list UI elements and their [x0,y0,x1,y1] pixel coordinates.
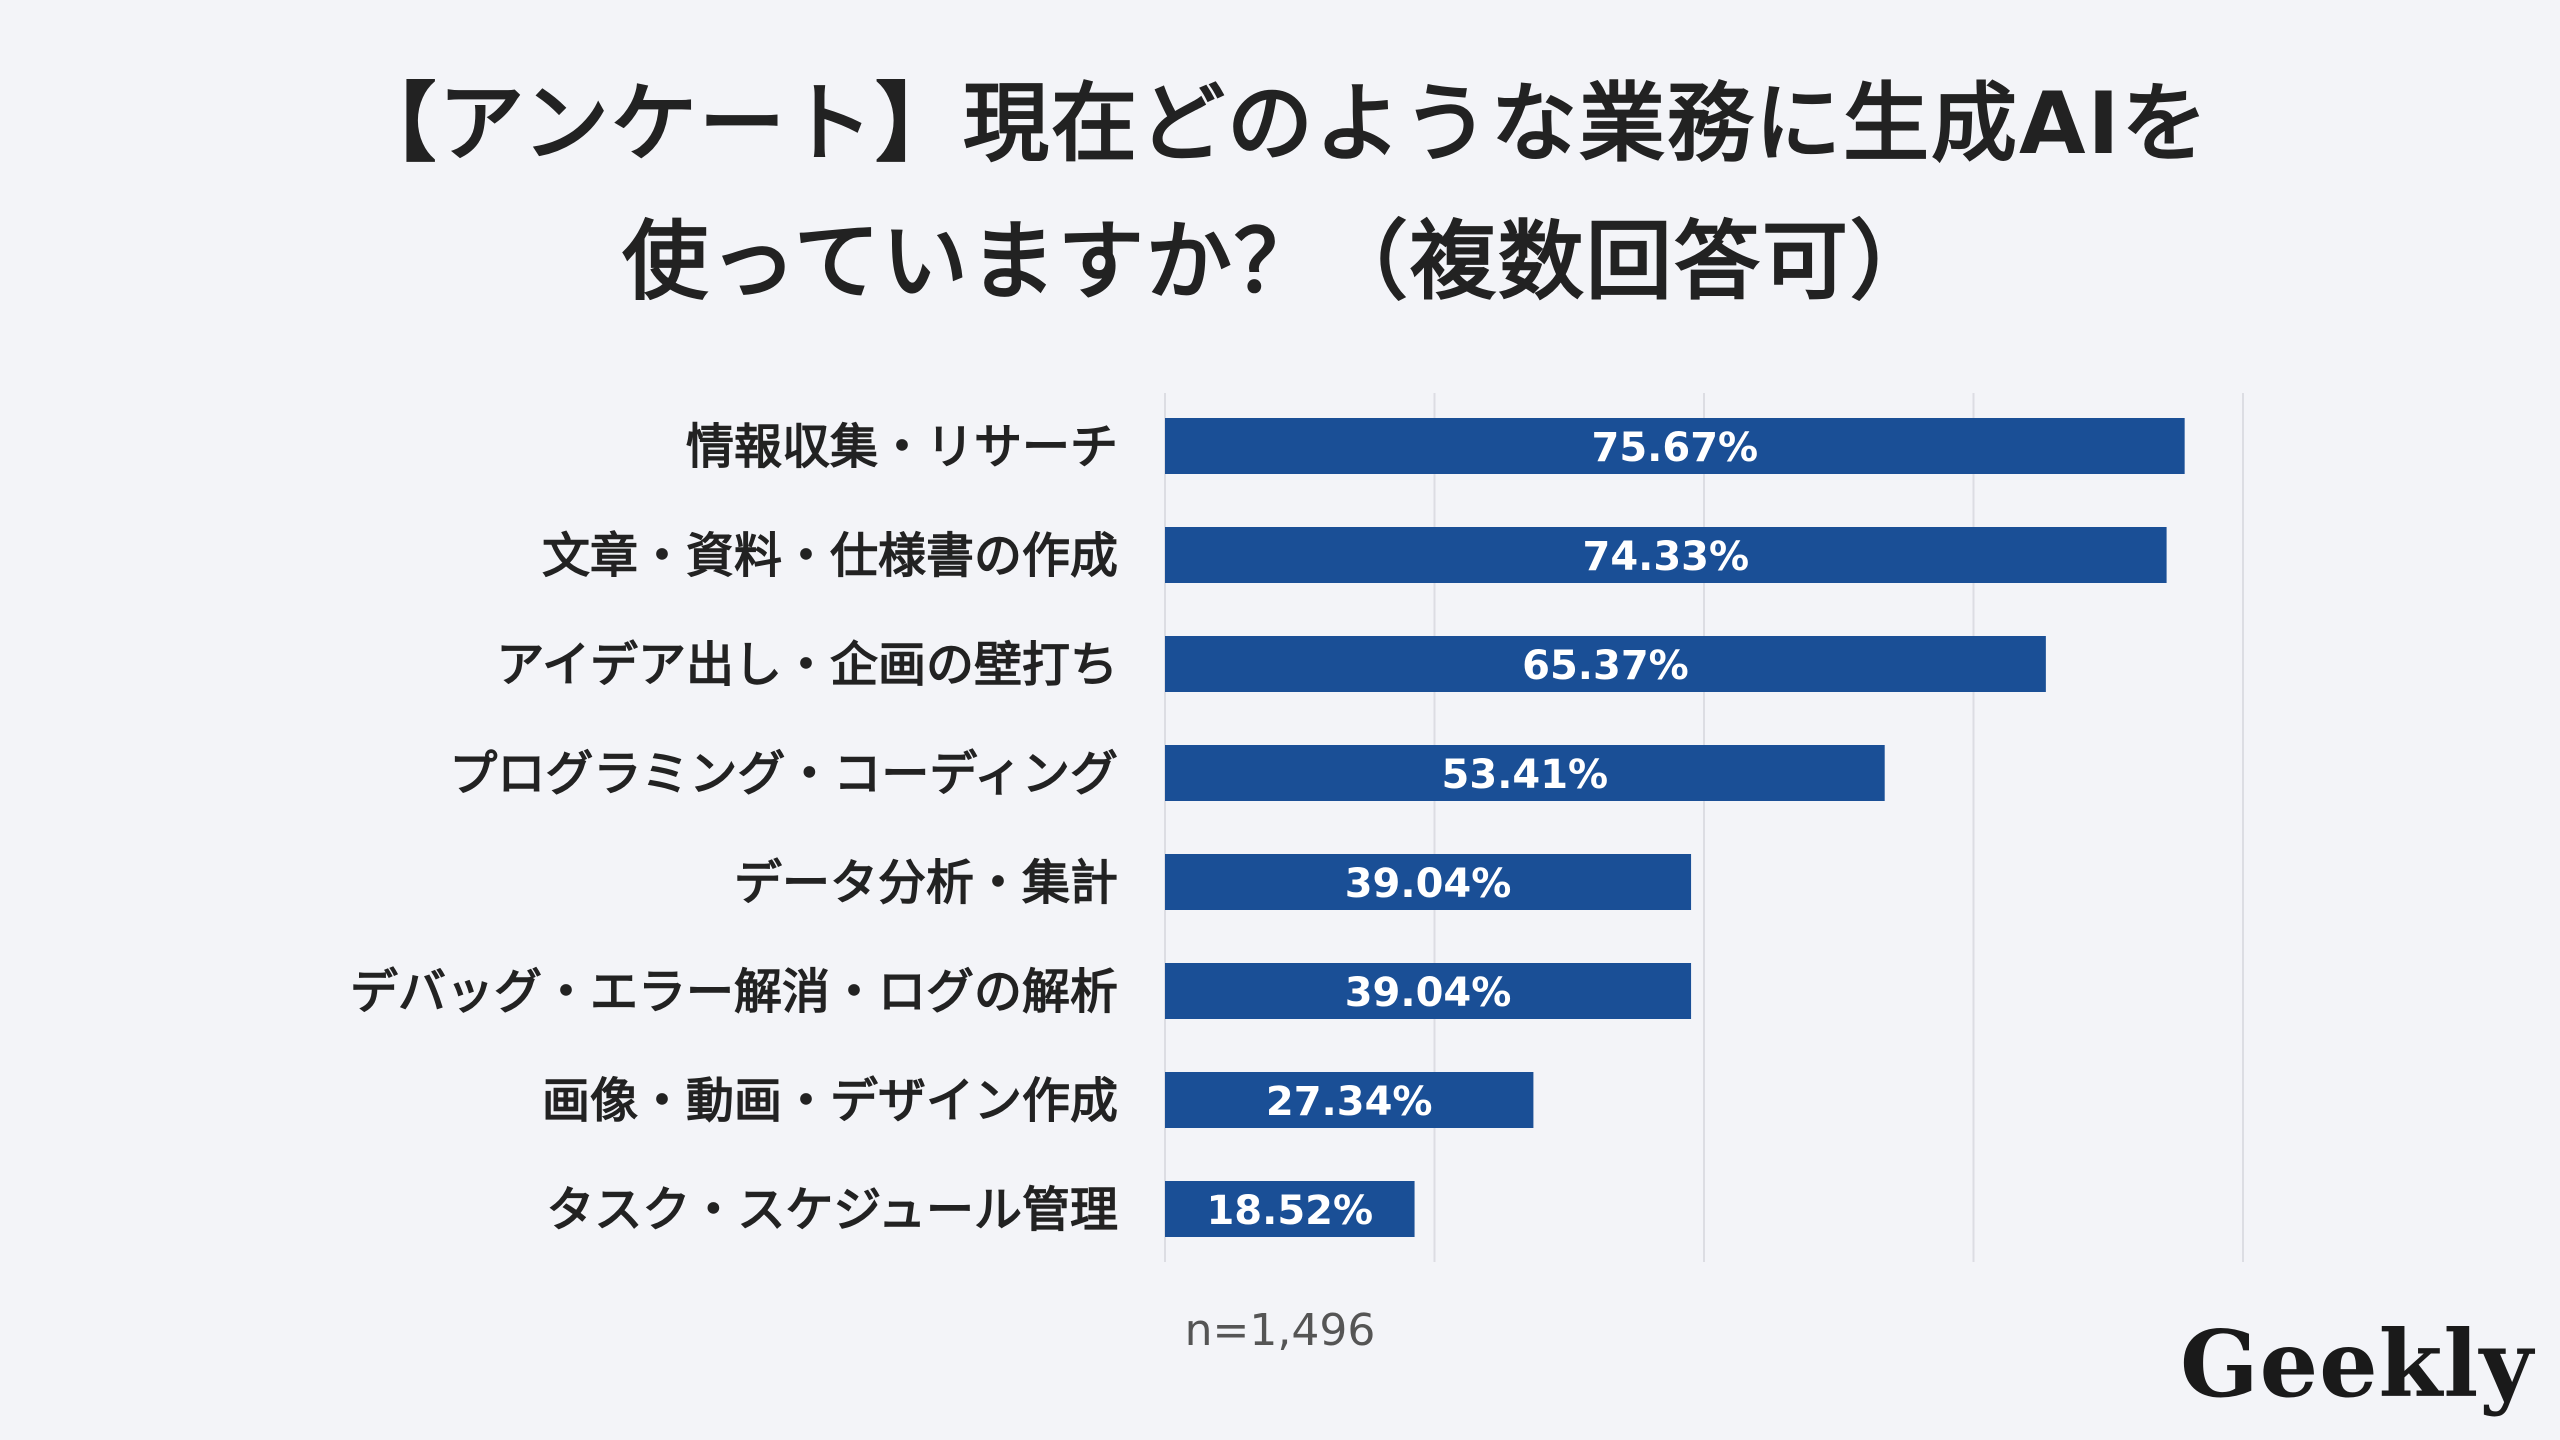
data-label: 18.52% [1206,1188,1373,1234]
category-label: タスク・スケジュール管理 [546,1182,1118,1238]
chart-title: 【アンケート】現在どのような業務に生成AIを 使っていますか？（複数回答可） [0,55,2560,331]
bar [1165,418,2185,474]
bar [1165,527,2167,583]
bar [1165,1181,1415,1237]
bar [1165,745,1885,801]
category-label: 画像・動画・デザイン作成 [542,1073,1118,1129]
category-label: データ分析・集計 [734,855,1118,911]
category-label: デバッグ・エラー解消・ログの解析 [350,964,1118,1020]
bar [1165,854,1692,910]
title-line-2: 使っていますか？（複数回答可） [622,212,1938,312]
category-label: アイデア出し・企画の壁打ち [496,637,1118,693]
sample-size-note: n=1,496 [1184,1305,1376,1356]
category-label: プログラミング・コーディング [449,746,1118,802]
geekly-logo: Geekly [2180,1310,2534,1418]
data-label: 65.37% [1522,643,1689,689]
bar [1165,1072,1534,1128]
data-label: 39.04% [1345,970,1512,1016]
data-label: 53.41% [1442,752,1609,798]
title-line-1: 【アンケート】現在どのような業務に生成AIを [350,74,2210,174]
bar [1165,963,1692,1019]
category-label: 情報収集・リサーチ [686,419,1118,475]
data-label: 75.67% [1592,425,1759,471]
data-label: 74.33% [1582,534,1749,580]
data-label: 27.34% [1266,1079,1433,1125]
data-label: 39.04% [1345,861,1512,907]
category-label: 文章・資料・仕様書の作成 [542,528,1118,584]
bar [1165,636,2046,692]
